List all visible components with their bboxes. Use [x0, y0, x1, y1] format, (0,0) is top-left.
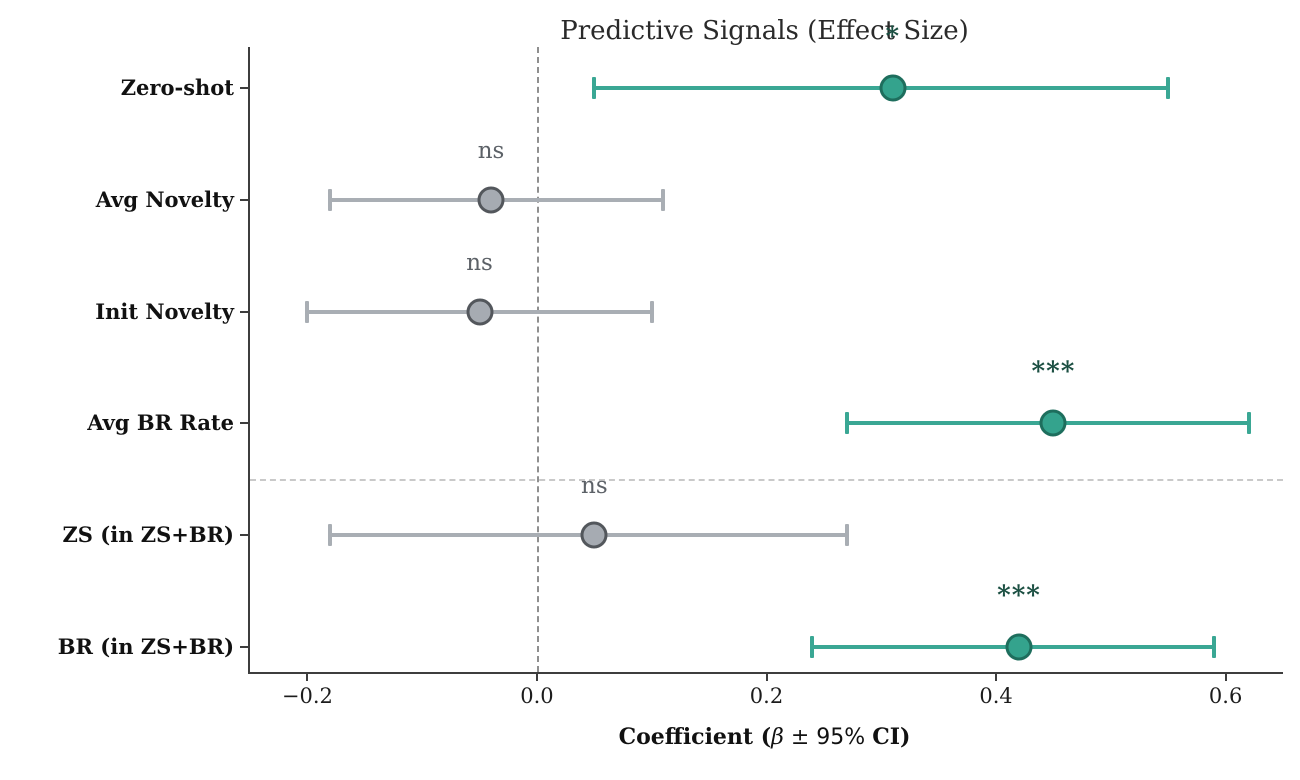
significance-label: ***	[997, 581, 1041, 611]
ci-cap-high	[1246, 412, 1251, 435]
ci-cap-low	[810, 636, 815, 658]
significance-label: ***	[1031, 357, 1076, 388]
ci-cap-high	[1166, 77, 1171, 99]
x-tick-label: 0.0	[520, 684, 554, 708]
ci-cap-low	[592, 77, 597, 99]
ci-cap-low	[844, 412, 849, 435]
model-group-separator	[250, 479, 1283, 482]
x-tick-label: 0.6	[1208, 684, 1243, 708]
x-tick-label: 0.4	[979, 684, 1013, 708]
point-estimate-dot	[580, 521, 608, 549]
significance-label: *	[885, 22, 901, 52]
ci-cap-low	[328, 188, 333, 211]
ci-cap-high	[844, 524, 849, 547]
significance-label: ns	[466, 249, 493, 276]
y-axis-tick-mark	[240, 534, 248, 537]
chart-title: Predictive Signals (Effect Size)	[560, 16, 969, 46]
x-axis-label: Coefficient (β ± 95% CI)	[248, 724, 1281, 750]
ci-cap-low	[328, 524, 333, 547]
y-axis-label: Zero-shot	[120, 75, 234, 100]
y-axis-label: Avg Novelty	[95, 186, 234, 212]
x-tick-mark	[535, 672, 538, 681]
significance-label: ns	[581, 473, 608, 500]
ci-cap-low	[305, 300, 310, 323]
x-tick-mark	[765, 672, 768, 681]
x-tick-label: 0.2	[749, 684, 784, 708]
ci-cap-high	[1212, 636, 1217, 658]
y-axis-tick-mark	[240, 310, 248, 313]
plot-area: * ns ns *** ns *** −0.2 0.0 0.2 0.4 0.6	[240, 22, 1283, 708]
x-axis-label-part: 95%	[816, 725, 873, 750]
x-axis-label-part: ±	[783, 725, 817, 750]
point-estimate-dot	[879, 74, 907, 102]
beta-symbol: β	[771, 725, 784, 750]
x-axis-label-part: CI)	[872, 724, 911, 750]
y-axis-tick-mark	[240, 87, 248, 89]
y-axis-label: Init Novelty	[95, 298, 234, 324]
x-tick-mark	[306, 672, 309, 681]
x-axis-label-part: Coefficient (	[618, 724, 772, 750]
point-estimate-dot	[1005, 633, 1033, 661]
y-axis-tick-mark	[240, 422, 248, 425]
x-tick-mark	[995, 672, 998, 681]
x-tick-label: −0.2	[281, 684, 333, 708]
y-axis-label: Avg BR Rate	[87, 410, 234, 436]
ci-cap-high	[661, 188, 666, 211]
y-axis-label: BR (in ZS+BR)	[57, 634, 234, 659]
y-axis-tick-mark	[240, 646, 248, 648]
zero-reference-line	[536, 47, 539, 672]
ci-cap-high	[649, 300, 654, 323]
y-axis-tick-mark	[240, 198, 248, 201]
y-axis-label: ZS (in ZS+BR)	[62, 522, 234, 548]
point-estimate-dot	[466, 298, 494, 326]
significance-label: ns	[477, 137, 505, 164]
point-estimate-dot	[477, 186, 505, 214]
point-estimate-dot	[1039, 409, 1067, 437]
x-tick-mark	[1224, 672, 1227, 681]
